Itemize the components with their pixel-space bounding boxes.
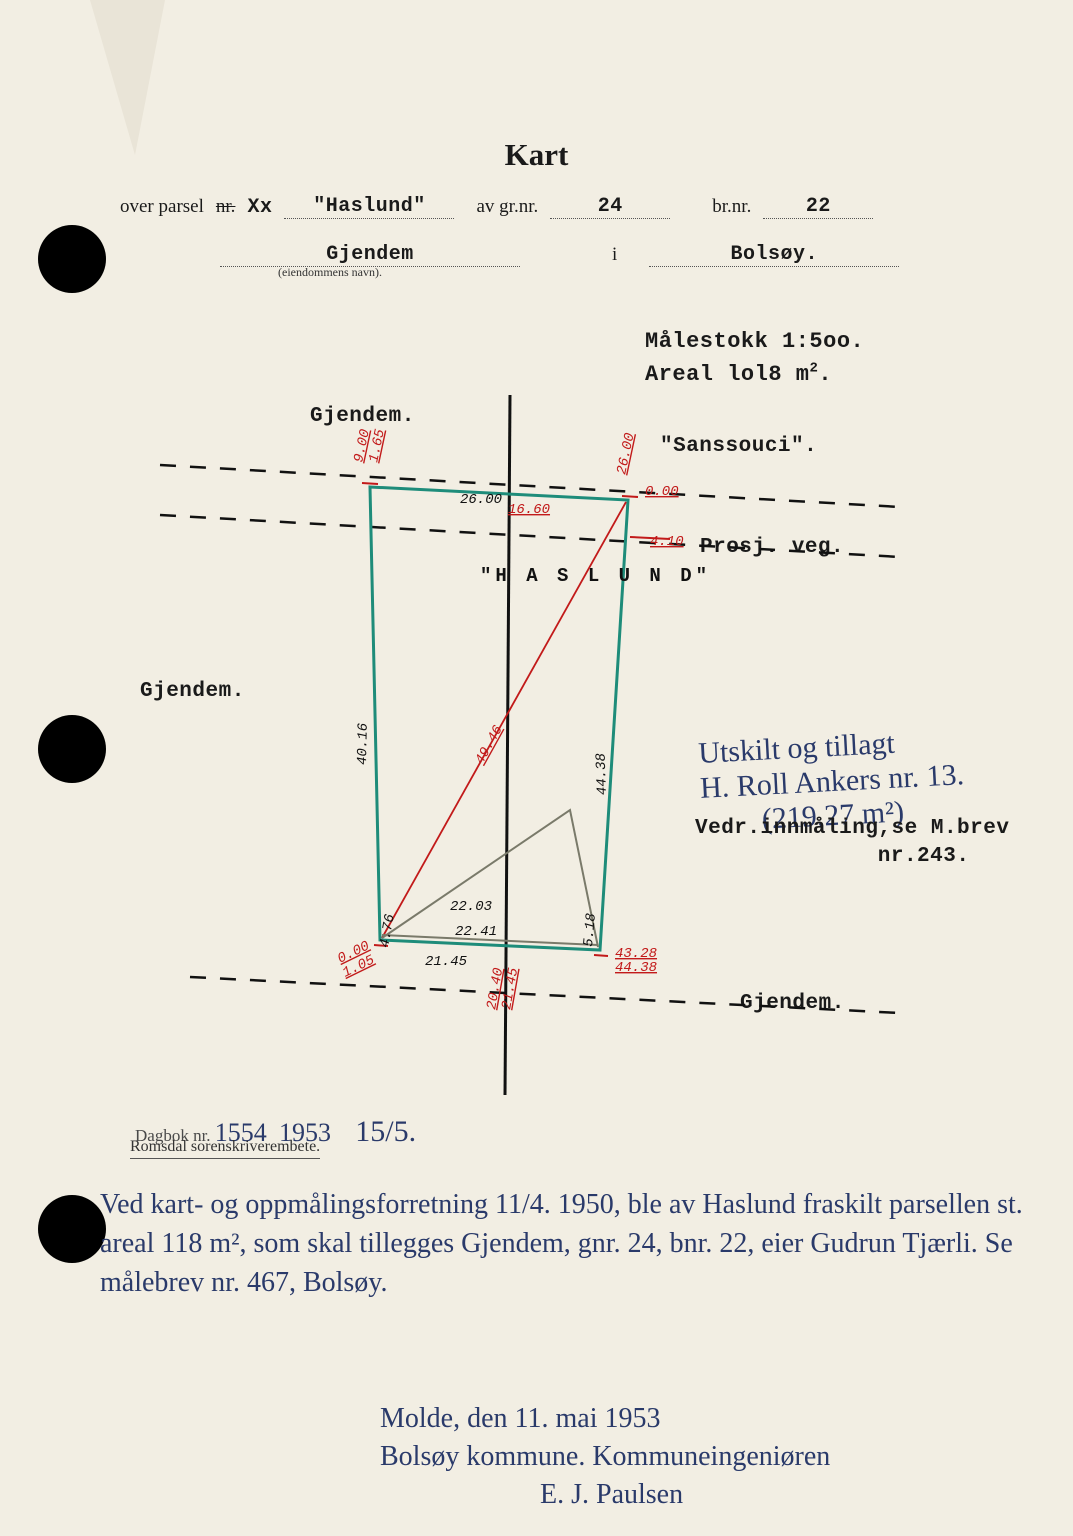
gr-nr: 24 bbox=[598, 195, 623, 218]
punch-hole bbox=[38, 225, 106, 293]
dim-top-red-r1: 26.00 bbox=[614, 432, 638, 476]
dim-top-red-mid: 16.60 bbox=[508, 502, 550, 518]
form-line-1: over parsel nr. Xx "Haslund" av gr.nr. 2… bbox=[120, 195, 990, 219]
label-nr-struck: nr. bbox=[216, 196, 236, 217]
sig-place-date: Molde, den 11. mai 1953 bbox=[380, 1400, 830, 1438]
dim-bottom-small: 5.18 bbox=[581, 913, 600, 948]
area-line: Areal lol8 m2. bbox=[645, 358, 864, 391]
dim-top: 26.00 bbox=[460, 492, 502, 508]
kommune: Bolsøy. bbox=[731, 243, 819, 266]
sig-name: E. J. Paulsen bbox=[380, 1476, 830, 1514]
dim-br-red2: 44.38 bbox=[615, 960, 657, 976]
sig-org: Bolsøy kommune. Kommuneingeniøren bbox=[380, 1438, 830, 1476]
signature-block: Molde, den 11. mai 1953 Bolsøy kommune. … bbox=[380, 1400, 830, 1513]
label-brnr: br.nr. bbox=[712, 196, 751, 217]
property-name: Gjendem bbox=[326, 243, 414, 266]
corner-mark bbox=[622, 496, 638, 497]
dim-bottom-inner1: 22.03 bbox=[450, 899, 492, 915]
road-edge-top bbox=[160, 465, 900, 507]
scale-line: Målestokk 1:5oo. bbox=[645, 325, 864, 358]
label-over-parsel: over parsel bbox=[120, 196, 204, 217]
dim-diagonal: 49.46 bbox=[472, 723, 506, 768]
form-line-2: Gjendem i Bolsøy. bbox=[120, 243, 990, 267]
dim-bottom: 21.45 bbox=[425, 954, 468, 970]
road-edge-bottom bbox=[160, 515, 900, 557]
page-title: Kart bbox=[0, 137, 1073, 173]
scale-block: Målestokk 1:5oo. Areal lol8 m2. bbox=[645, 325, 864, 391]
punch-hole bbox=[38, 715, 106, 783]
dim-left-side: 40.16 bbox=[355, 723, 372, 765]
measurement-reference: Vedr.innmåling,se M.brev nr.243. bbox=[695, 815, 1009, 872]
dim-top-red-r2: 0.00 bbox=[645, 484, 679, 500]
corner-mark bbox=[362, 483, 378, 484]
south-boundary-line bbox=[190, 977, 900, 1013]
corner-mark bbox=[594, 955, 608, 956]
dim-bottom-inner2: 22.41 bbox=[455, 924, 497, 940]
paper-fold bbox=[90, 0, 165, 155]
label-i: i bbox=[612, 244, 617, 265]
label-av-grnr: av gr.nr. bbox=[477, 196, 539, 217]
sublabel-eiendom: (eiendommens navn). bbox=[278, 265, 382, 280]
office-stamp: Romsdal sorenskriverembete. bbox=[130, 1138, 320, 1159]
handwritten-body: Ved kart- og oppmålingsforretning 11/4. … bbox=[100, 1185, 1030, 1303]
parcel-name: "Haslund" bbox=[313, 195, 426, 218]
br-nr: 22 bbox=[806, 195, 831, 218]
note-l2: nr.243. bbox=[695, 843, 1009, 871]
parcel-polygon bbox=[370, 487, 628, 950]
dagbok-date: 15/5. bbox=[355, 1115, 416, 1148]
dim-right-side: 44.38 bbox=[594, 753, 611, 796]
xx-mark: Xx bbox=[247, 196, 272, 219]
parcel-name-label: "H A S L U N D" bbox=[480, 565, 711, 587]
punch-hole bbox=[38, 1195, 106, 1263]
note-l1: Vedr.innmåling,se M.brev bbox=[695, 815, 1009, 843]
dim-right-offset: 4.10 bbox=[650, 534, 684, 550]
